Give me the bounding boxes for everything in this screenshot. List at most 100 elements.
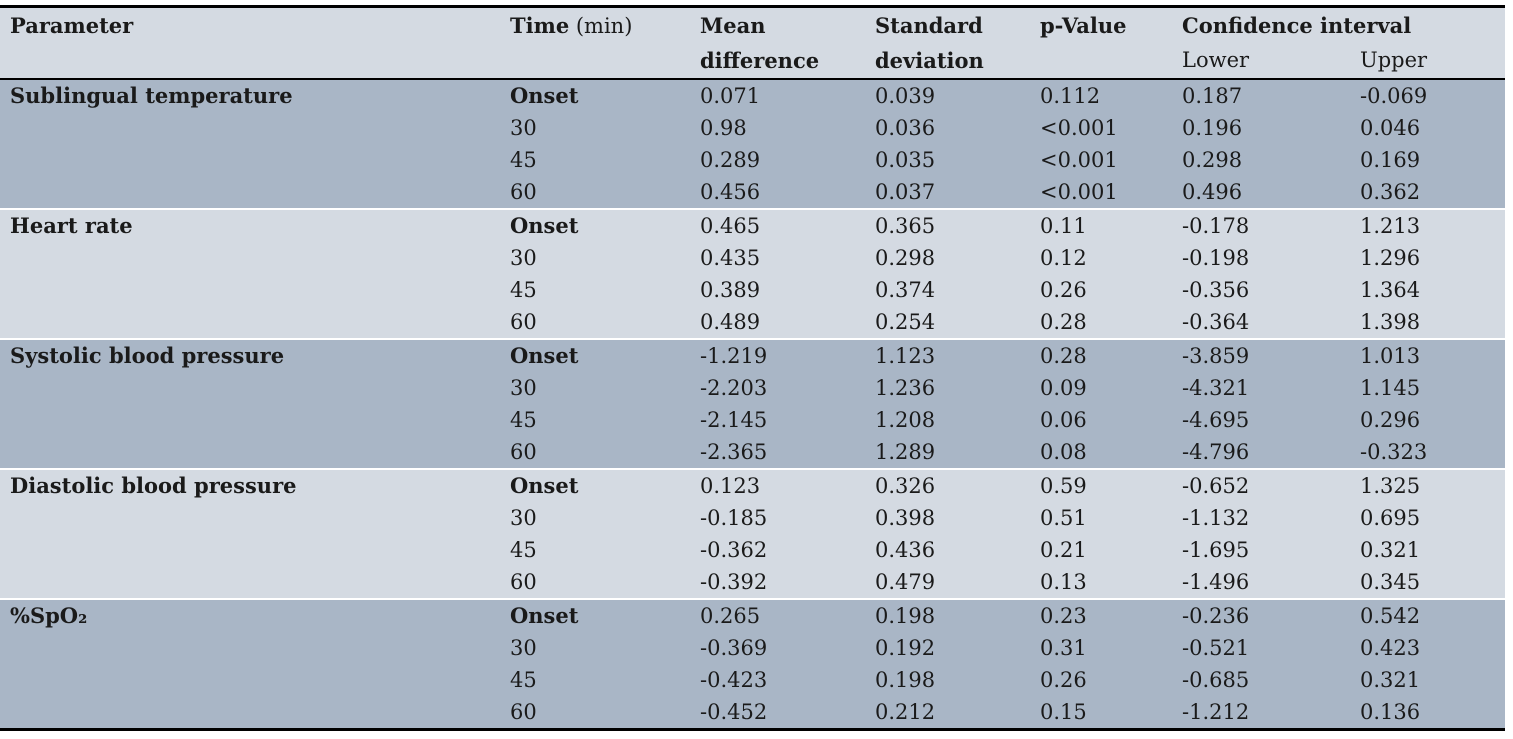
ci-lower-cell: -1.212 [1172, 696, 1350, 730]
mean-difference-cell: -0.362 [690, 534, 865, 566]
ci-lower-cell: -0.356 [1172, 274, 1350, 306]
ci-lower-cell: -1.695 [1172, 534, 1350, 566]
ci-upper-cell: 0.321 [1350, 534, 1505, 566]
standard-deviation-cell: 0.212 [865, 696, 1030, 730]
ci-upper-cell: 0.695 [1350, 502, 1505, 534]
ci-upper-cell: 0.169 [1350, 144, 1505, 176]
table-row: 60 0.456 0.037 <0.001 0.496 0.362 [0, 176, 1505, 209]
header-row-1: Parameter Time (min) Mean difference Sta… [0, 6, 1505, 79]
table-row: 45 -0.423 0.198 0.26 -0.685 0.321 [0, 664, 1505, 696]
ci-lower-cell: 0.196 [1172, 112, 1350, 144]
p-value-cell: <0.001 [1030, 112, 1172, 144]
table-row: 45 -0.362 0.436 0.21 -1.695 0.321 [0, 534, 1505, 566]
time-cell: 45 [500, 274, 690, 306]
ci-upper-cell: 1.213 [1350, 208, 1505, 242]
table-row: 60 0.489 0.254 0.28 -0.364 1.398 [0, 306, 1505, 339]
mean-difference-cell: -1.219 [690, 338, 865, 372]
standard-deviation-cell: 0.365 [865, 208, 1030, 242]
ci-lower-cell: -0.236 [1172, 598, 1350, 632]
mean-difference-cell: -2.145 [690, 404, 865, 436]
parameter-cell: Systolic blood pressure [0, 338, 500, 469]
mean-difference-cell: -0.369 [690, 632, 865, 664]
table-row: 60 -0.392 0.479 0.13 -1.496 0.345 [0, 566, 1505, 599]
p-value-cell: 0.26 [1030, 274, 1172, 306]
p-value-cell: 0.11 [1030, 208, 1172, 242]
standard-deviation-cell: 0.254 [865, 306, 1030, 339]
mean-difference-cell: 0.289 [690, 144, 865, 176]
time-cell: Onset [500, 468, 690, 502]
header-standard-deviation: Standard deviation [865, 6, 1030, 79]
ci-lower-cell: -0.364 [1172, 306, 1350, 339]
parameter-cell: %SpO₂ [0, 598, 500, 730]
header-row-2: Lower Upper [0, 43, 1505, 79]
table-row: Sublingual temperature Onset 0.071 0.039 0.1… [0, 78, 1505, 209]
header-mean-line2: difference [700, 48, 820, 73]
table-row: 30 0.435 0.298 0.12 -0.198 1.296 [0, 242, 1505, 274]
p-value-cell: 0.31 [1030, 632, 1172, 664]
p-value-cell: 0.23 [1030, 598, 1172, 632]
mean-difference-cell: 0.489 [690, 306, 865, 339]
time-cell: 45 [500, 144, 690, 176]
parameter-cell: Heart rate [0, 208, 500, 339]
ci-upper-cell: 0.136 [1350, 696, 1505, 730]
ci-lower-cell: -0.685 [1172, 664, 1350, 696]
standard-deviation-cell: 0.298 [865, 242, 1030, 274]
time-cell: 60 [500, 176, 690, 209]
time-cell: Onset [500, 208, 690, 242]
standard-deviation-cell: 0.374 [865, 274, 1030, 306]
ci-lower-cell: -0.652 [1172, 468, 1350, 502]
ci-lower-cell: -0.198 [1172, 242, 1350, 274]
table-row: 60 -2.365 1.289 0.08 -4.796 -0.323 [0, 436, 1505, 469]
time-cell: 60 [500, 696, 690, 730]
table-row: 45 0.289 0.035 <0.001 0.298 0.169 [0, 144, 1505, 176]
table-row: 30 -0.185 0.398 0.51 -1.132 0.695 [0, 502, 1505, 534]
header-time: Time (min) [500, 6, 690, 79]
mean-difference-cell: 0.123 [690, 468, 865, 502]
parameter-cell: Sublingual temperature [0, 78, 500, 209]
ci-lower-cell: 0.298 [1172, 144, 1350, 176]
ci-upper-cell: 1.325 [1350, 468, 1505, 502]
standard-deviation-cell: 0.039 [865, 78, 1030, 112]
table-row: 60 -0.452 0.212 0.15 -1.212 0.136 [0, 696, 1505, 730]
mean-difference-cell: 0.435 [690, 242, 865, 274]
header-mean-line1: Mean [700, 13, 766, 38]
table-row: 30 -0.369 0.192 0.31 -0.521 0.423 [0, 632, 1505, 664]
table-row: Systolic blood pressure Onset -1.219 1.123 0… [0, 338, 1505, 469]
p-value-cell: 0.26 [1030, 664, 1172, 696]
mean-difference-cell: -0.392 [690, 566, 865, 599]
table-row: Heart rate Onset 0.465 0.365 0.11 -0.178 1.213 [0, 208, 1505, 339]
time-cell: 60 [500, 306, 690, 339]
header-ci-upper: Upper [1350, 43, 1505, 79]
ci-upper-cell: 0.296 [1350, 404, 1505, 436]
standard-deviation-cell: 1.289 [865, 436, 1030, 469]
p-value-cell: 0.112 [1030, 78, 1172, 112]
table-row: 45 0.389 0.374 0.26 -0.356 1.364 [0, 274, 1505, 306]
standard-deviation-cell: 0.192 [865, 632, 1030, 664]
data-table: Parameter Time (min) Mean difference Sta… [0, 5, 1505, 731]
mean-difference-cell: 0.389 [690, 274, 865, 306]
time-cell: Onset [500, 78, 690, 112]
ci-upper-cell: 1.013 [1350, 338, 1505, 372]
standard-deviation-cell: 0.035 [865, 144, 1030, 176]
header-confidence-interval: Confidence interval [1172, 6, 1505, 43]
table-row: 45 -2.145 1.208 0.06 -4.695 0.296 [0, 404, 1505, 436]
ci-upper-cell: 0.321 [1350, 664, 1505, 696]
standard-deviation-cell: 1.123 [865, 338, 1030, 372]
p-value-cell: 0.08 [1030, 436, 1172, 469]
ci-lower-cell: -4.321 [1172, 372, 1350, 404]
ci-upper-cell: 0.362 [1350, 176, 1505, 209]
ci-lower-cell: -0.521 [1172, 632, 1350, 664]
header-sd-line1: Standard [875, 13, 983, 38]
ci-lower-cell: -0.178 [1172, 208, 1350, 242]
time-cell: 30 [500, 112, 690, 144]
table-header: Parameter Time (min) Mean difference Sta… [0, 6, 1505, 79]
time-cell: 30 [500, 242, 690, 274]
mean-difference-cell: 0.98 [690, 112, 865, 144]
standard-deviation-cell: 1.208 [865, 404, 1030, 436]
p-value-cell: 0.06 [1030, 404, 1172, 436]
time-cell: 45 [500, 534, 690, 566]
ci-lower-cell: -1.496 [1172, 566, 1350, 599]
time-cell: 60 [500, 566, 690, 599]
p-value-cell: <0.001 [1030, 144, 1172, 176]
header-time-unit: (min) [569, 14, 633, 38]
